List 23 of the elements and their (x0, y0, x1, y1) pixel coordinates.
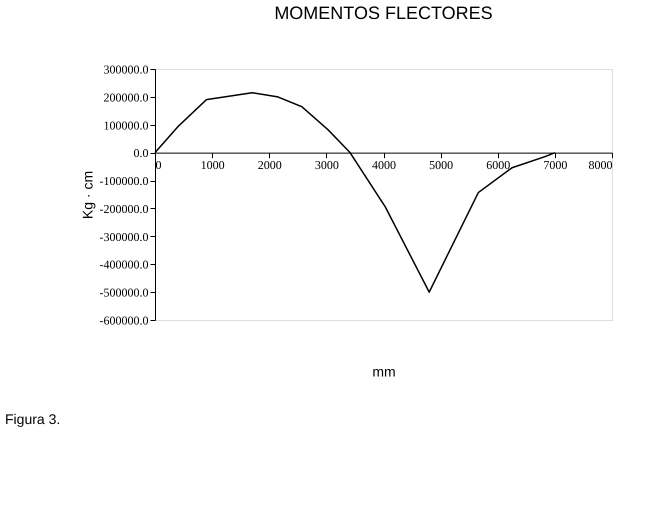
y-tick-label: -200000.0 (100, 202, 148, 216)
x-tick-label: 7000 (543, 158, 568, 172)
y-tick-label: -400000.0 (100, 258, 148, 272)
y-tick-label: 200000.0 (104, 90, 148, 104)
y-tick-label: 100000.0 (104, 118, 148, 132)
y-tick-label: 300000.0 (104, 62, 148, 76)
y-tick-label: -300000.0 (100, 230, 148, 244)
y-axis-title: Kg · cm (80, 170, 96, 220)
x-tick-label: 0 (156, 158, 162, 172)
y-tick-label: -600000.0 (100, 314, 148, 328)
y-tick-label: 0.0 (134, 146, 148, 160)
y-tick-label: -500000.0 (100, 286, 148, 300)
x-tick-label: 5000 (429, 158, 454, 172)
x-tick-label: 1000 (200, 158, 225, 172)
x-tick-label: 2000 (258, 158, 282, 172)
y-tick-label: -100000.0 (100, 174, 148, 188)
text: Figura 3. (5, 411, 60, 427)
x-tick-label: 3000 (314, 158, 339, 172)
x-tick-label: 6000 (486, 158, 510, 172)
x-axis-title: mm (372, 364, 396, 380)
x-tick-label: 8000 (588, 158, 612, 172)
chart-title: MOMENTOS FLECTORES (274, 3, 493, 23)
x-tick-label: 4000 (372, 158, 396, 172)
